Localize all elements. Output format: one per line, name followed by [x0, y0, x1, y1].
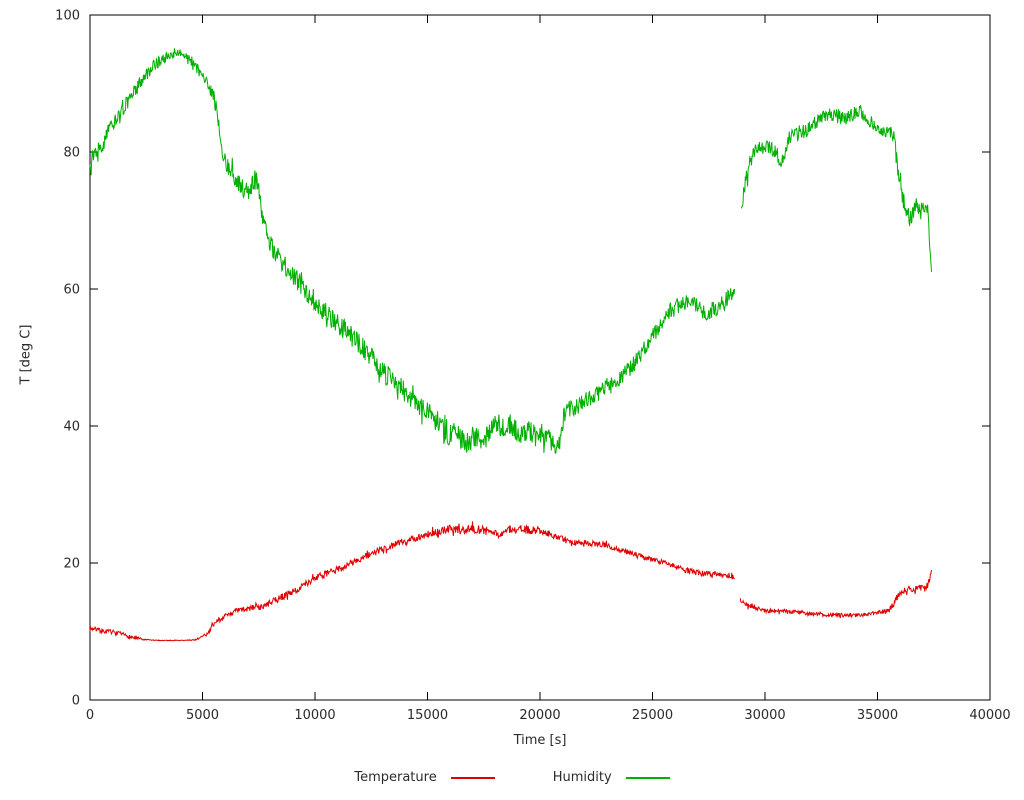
x-tick-label: 25000	[632, 708, 673, 723]
y-tick-label: 60	[63, 283, 80, 298]
temperature-series-line-2	[739, 569, 932, 619]
x-tick-label: 10000	[294, 708, 335, 723]
legend-label-temperature: Temperature	[354, 770, 437, 785]
y-tick-label: 80	[63, 146, 80, 161]
x-tick-label: 20000	[519, 708, 560, 723]
y-axis-title: T [deg C]	[18, 324, 34, 385]
x-tick-label: 15000	[407, 708, 448, 723]
humidity-series-line-1	[89, 48, 736, 454]
x-tick-label: 5000	[186, 708, 219, 723]
legend-label-humidity: Humidity	[552, 770, 612, 785]
y-tick-label: 0	[72, 694, 80, 709]
y-tick-label: 100	[55, 9, 80, 24]
x-tick-label: 30000	[744, 708, 785, 723]
humidity-line-swatch	[625, 776, 670, 779]
temperature-series-line-1	[89, 521, 735, 642]
humidity-series-line-2	[740, 105, 932, 272]
x-tick-label: 40000	[969, 708, 1010, 723]
x-tick-label: 0	[86, 708, 94, 723]
legend-item-humidity: Humidity	[553, 770, 670, 785]
legend: Temperature Humidity	[0, 770, 1024, 785]
y-tick-label: 20	[63, 557, 80, 572]
legend-item-temperature: Temperature	[354, 770, 495, 785]
y-tick-label: 40	[63, 420, 80, 435]
temperature-line-swatch	[450, 776, 495, 779]
x-tick-label: 35000	[857, 708, 898, 723]
x-axis-title: Time [s]	[513, 733, 567, 748]
